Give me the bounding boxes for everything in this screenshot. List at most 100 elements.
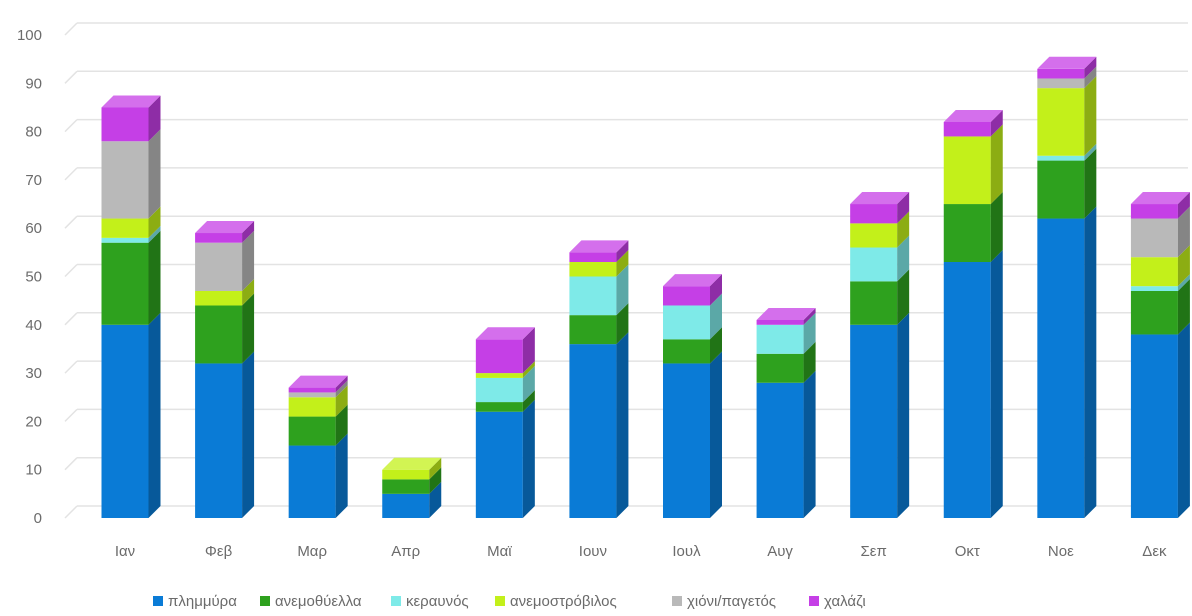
- bar-top: [382, 457, 442, 470]
- x-tick-label: Μαϊ: [487, 543, 512, 560]
- bar-segment: [1037, 218, 1085, 519]
- bar-segment-side: [148, 225, 161, 243]
- bar-segment: [195, 233, 243, 243]
- bar-segment: [195, 305, 243, 364]
- legend-swatch: [391, 596, 401, 606]
- bar-segment: [569, 252, 617, 263]
- bar-segment: [850, 204, 898, 224]
- gridline-side: [64, 167, 78, 181]
- bar-segment: [195, 363, 243, 518]
- bar-top: [943, 109, 1003, 122]
- bar-segment: [475, 411, 523, 518]
- gridline-side: [64, 408, 78, 422]
- bar-segment: [195, 290, 243, 306]
- y-tick-label: 0: [34, 510, 42, 527]
- bar-segment-side: [990, 124, 1003, 205]
- bar-top: [101, 95, 161, 108]
- bar-segment-side: [429, 481, 442, 518]
- bar-segment: [382, 479, 430, 494]
- bar-segment: [756, 324, 804, 354]
- y-tick-label: 90: [25, 75, 42, 92]
- bar-segment: [569, 276, 617, 316]
- bar-segment-side: [897, 192, 910, 224]
- legend-swatch: [495, 596, 505, 606]
- bar-top: [756, 307, 816, 320]
- bar-segment: [101, 237, 149, 243]
- bar-segment: [382, 493, 430, 518]
- bar-segment: [101, 218, 149, 238]
- bar-segment-side: [710, 293, 722, 340]
- y-tick-label: 30: [25, 365, 42, 382]
- bar-segment: [569, 344, 617, 518]
- bar-segment-side: [1177, 192, 1190, 219]
- bar-segment-side: [1084, 66, 1097, 89]
- bar-segment-side: [897, 312, 910, 518]
- bar-segment-side: [897, 211, 910, 248]
- legend-swatch: [260, 596, 270, 606]
- bar-segment: [569, 315, 617, 345]
- bar-segment-side: [429, 457, 442, 480]
- bar-segment: [1130, 257, 1178, 287]
- x-tick-label: Δεκ: [1142, 543, 1167, 560]
- bar-segment: [663, 305, 710, 340]
- bar-segment-side: [1177, 274, 1190, 291]
- bar-segment-side: [522, 327, 535, 374]
- bar-segment-side: [429, 467, 442, 494]
- x-tick-label: Απρ: [391, 543, 420, 560]
- bar-segment-side: [335, 433, 348, 518]
- legend-label: ανεμοστρόβιλος: [510, 593, 617, 610]
- legend-swatch: [672, 596, 682, 606]
- bar-segment: [101, 324, 149, 518]
- bar-segment-side: [522, 365, 535, 403]
- bar-segment: [850, 324, 898, 518]
- bar-segment: [288, 387, 336, 393]
- bar-top: [1037, 56, 1097, 69]
- legend-swatch: [153, 596, 163, 606]
- bar-segment-side: [148, 312, 161, 518]
- bar-segment: [850, 223, 898, 248]
- bar-segment: [382, 469, 430, 480]
- bar-segment-side: [1177, 206, 1190, 258]
- x-tick-label: Νοε: [1048, 543, 1074, 560]
- x-tick-label: Μαρ: [297, 543, 327, 560]
- bar-segment-side: [1084, 56, 1097, 79]
- gridline-side: [64, 505, 78, 519]
- bar-segment: [943, 262, 991, 518]
- bar-segment: [1130, 290, 1178, 335]
- bar-segment: [943, 121, 991, 137]
- bar-segment-side: [335, 375, 348, 393]
- bar-segment-side: [897, 235, 910, 282]
- bar-segment-side: [1084, 206, 1097, 519]
- legend-label: χαλάζι: [824, 593, 866, 610]
- gridline-side: [64, 215, 78, 229]
- bar-top: [1130, 192, 1190, 205]
- bar-segment-side: [897, 269, 910, 325]
- bar-segment: [101, 107, 149, 142]
- bar-segment-side: [335, 404, 348, 446]
- bar-segment: [1037, 88, 1085, 156]
- y-tick-label: 100: [17, 27, 42, 44]
- y-tick-label: 50: [25, 269, 42, 286]
- bar-segment: [1037, 155, 1085, 161]
- bar-segment: [943, 136, 991, 205]
- bar-segment: [1130, 218, 1178, 258]
- bar-top: [288, 375, 348, 388]
- bar-segment: [475, 402, 523, 412]
- x-tick-label: Αυγ: [767, 543, 793, 560]
- legend-label: χιόνι/παγετός: [687, 593, 776, 610]
- bar-segment-side: [148, 95, 161, 142]
- bar-segment: [288, 392, 336, 398]
- bar-top: [569, 240, 629, 253]
- bar-segment-side: [522, 399, 535, 518]
- y-tick-label: 40: [25, 317, 42, 334]
- y-tick-label: 20: [25, 413, 42, 430]
- x-tick-label: Ιαν: [115, 543, 135, 560]
- y-tick-label: 70: [25, 172, 42, 189]
- gridline-side: [64, 70, 78, 84]
- bar-segment-side: [710, 327, 722, 364]
- bar-segment: [663, 286, 710, 306]
- bar-segment-side: [616, 332, 629, 518]
- bar-segment-side: [242, 278, 255, 306]
- bar-segment: [756, 319, 804, 325]
